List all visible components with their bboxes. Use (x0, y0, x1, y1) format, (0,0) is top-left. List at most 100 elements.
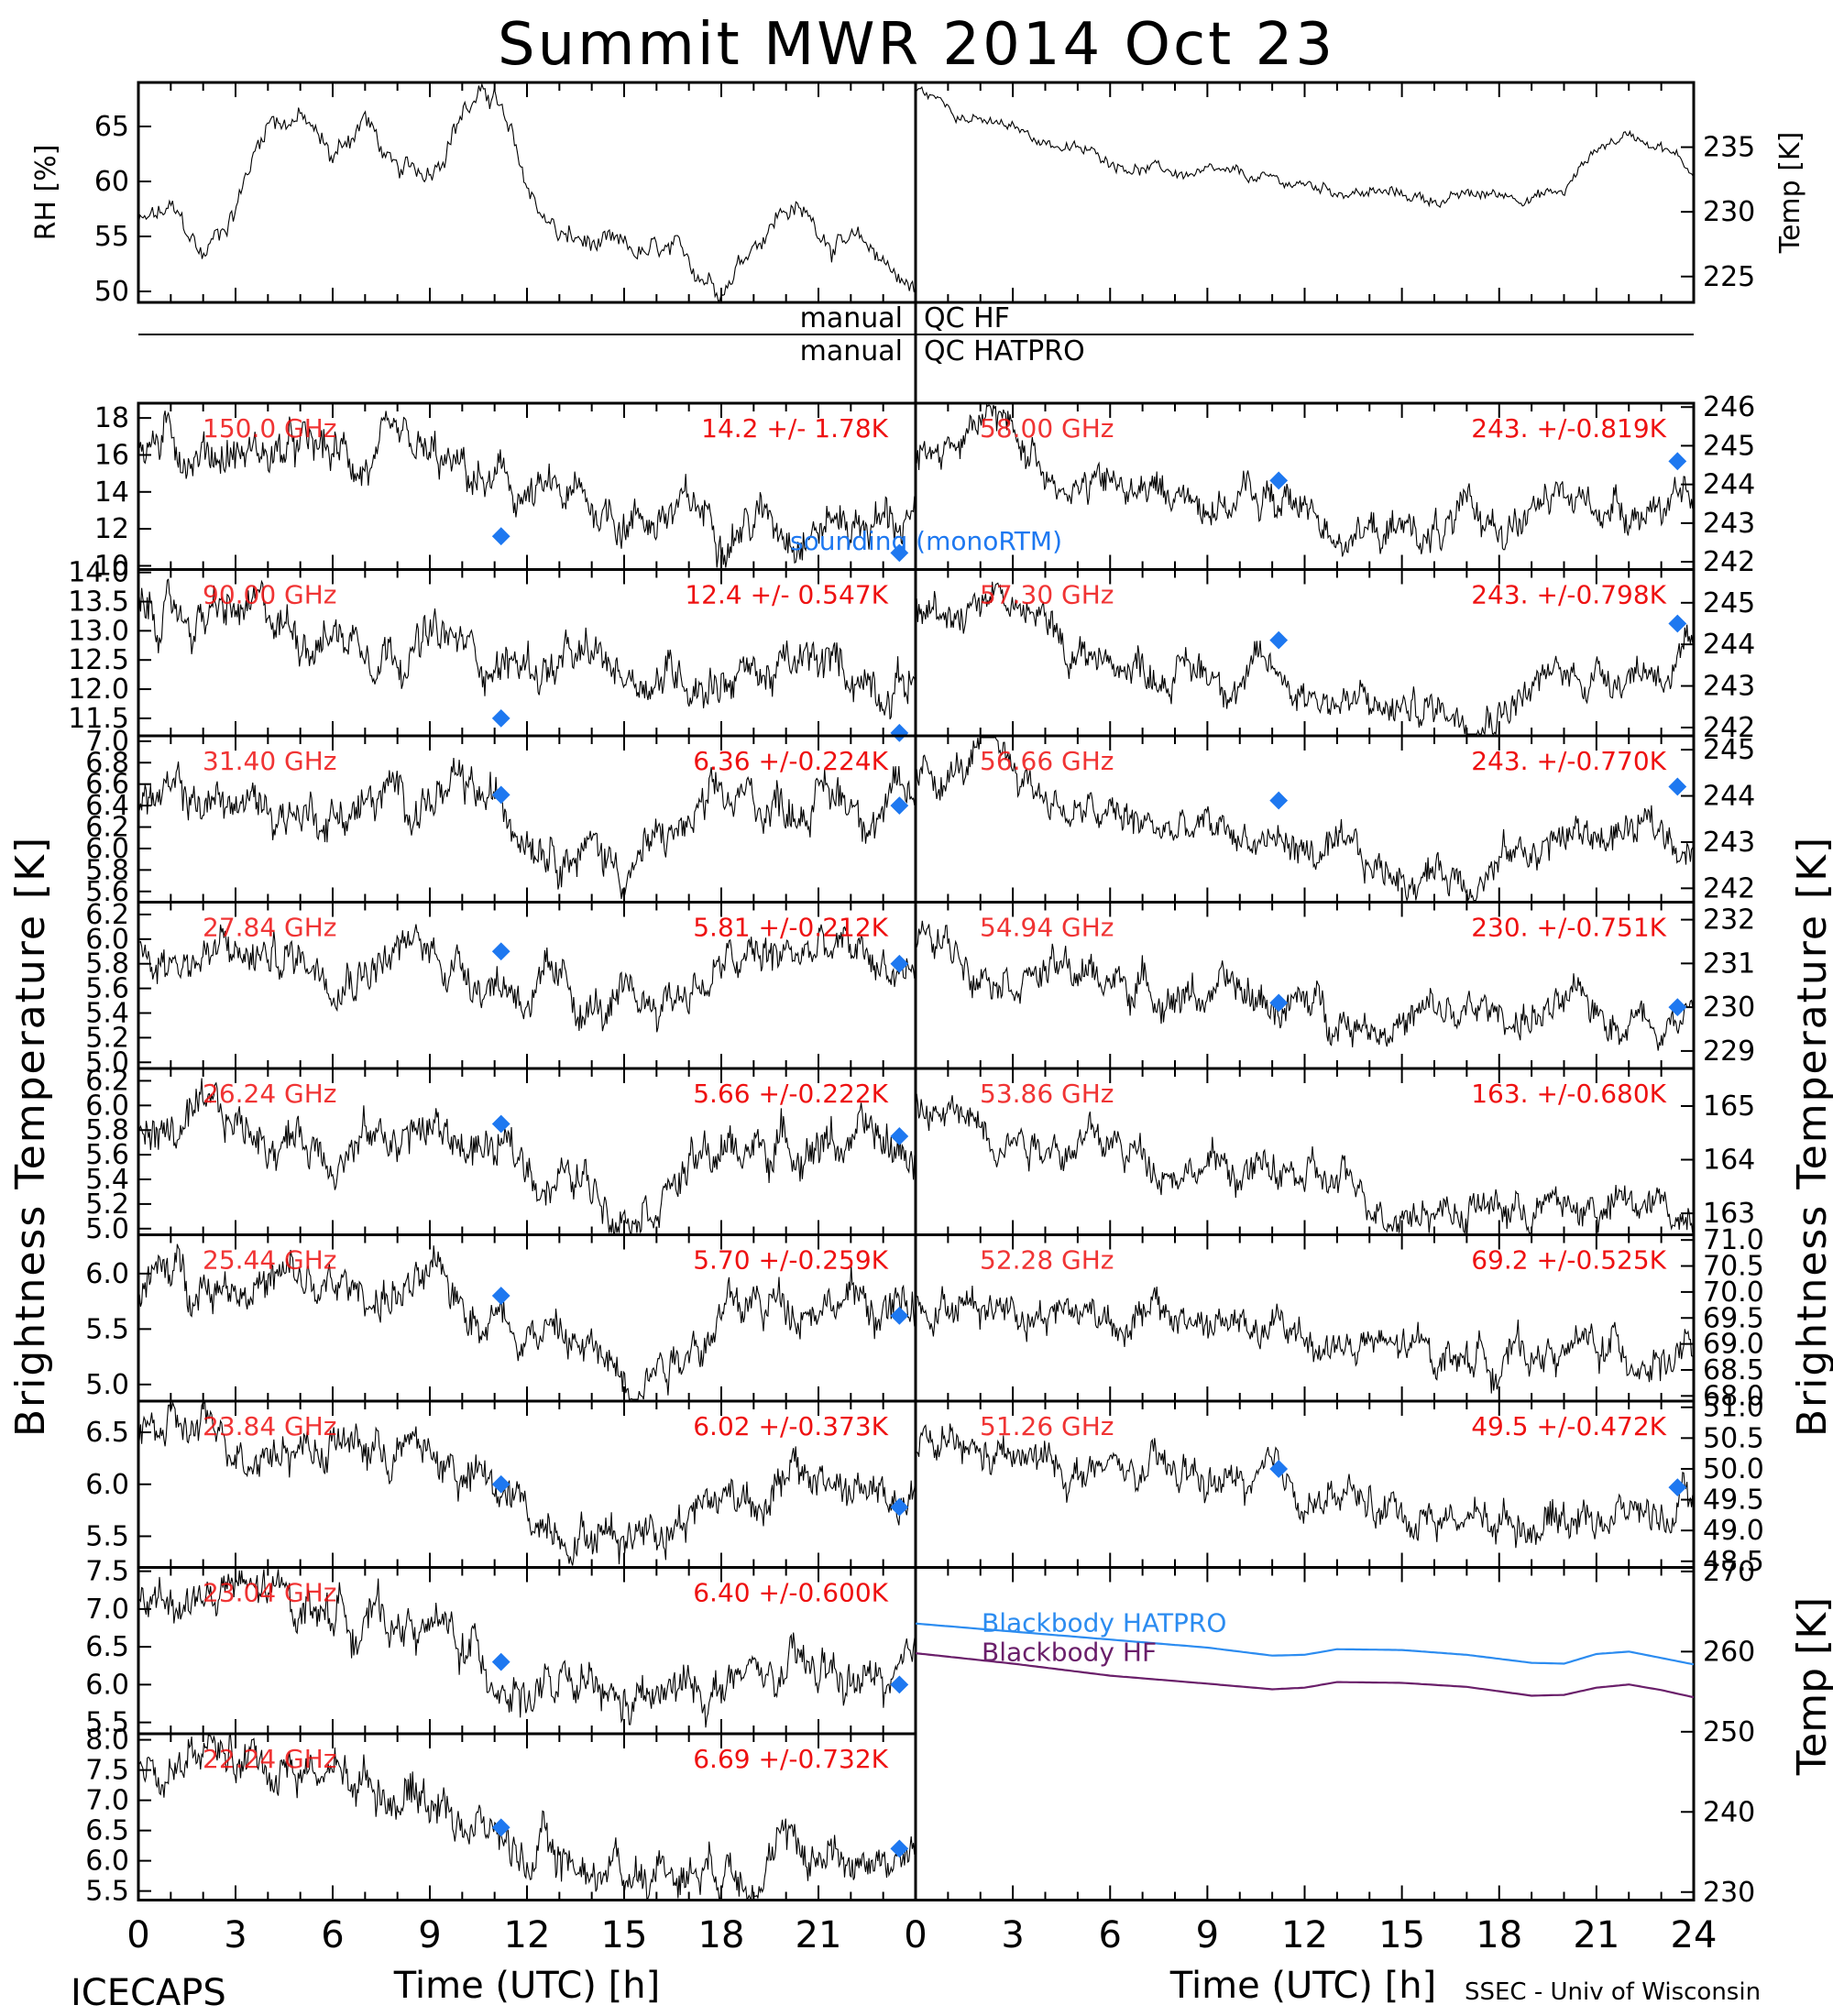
stats-label: 243. +/-0.770K (1471, 746, 1666, 776)
x-axis-label-right: Time (UTC) [h] (1169, 1965, 1436, 2007)
frequency-label: 27.84 GHz (203, 913, 337, 943)
y-tick-label: 6.4 (85, 790, 129, 822)
y-tick-label: 5.8 (85, 948, 129, 981)
y-tick-label: 6.2 (85, 1065, 129, 1097)
sounding-annotation: sounding (monoRTM) (790, 526, 1062, 556)
y-tick-label: 12 (94, 513, 129, 545)
y-tick-label: 6.8 (85, 747, 129, 779)
y-tick-label: 165 (1703, 1090, 1755, 1123)
y-tick-label: 6.5 (85, 1417, 129, 1449)
right-y-axis-label: Brightness Temperature [K] (1789, 836, 1833, 1437)
frequency-label: 23.84 GHz (203, 1411, 337, 1441)
footer-left: ICECAPS (71, 1972, 226, 2014)
panel-p2784: 5.05.25.45.65.86.06.2 27.84 GHz 5.81 +/-0.… (85, 899, 917, 1079)
x-tick-label-left: 0 (126, 1914, 149, 1956)
panel-p5386: 163 164 165 53.86 GHz 163. +/-0.680K (914, 1067, 1755, 1236)
sounding-marker (1269, 993, 1289, 1013)
sounding-marker (1668, 452, 1687, 471)
x-tick-label-left: 3 (224, 1914, 247, 1956)
panel-p90: 11.512.012.513.013.514.0 90.00 GHz 12.4 +/… (68, 557, 917, 742)
y-tick-label: 51.0 (1703, 1392, 1764, 1424)
y-tick-label: 8.0 (85, 1725, 129, 1757)
blackbody-temp-label: Temp [K] (1789, 1597, 1833, 1776)
y-tick-label: 70.5 (1703, 1251, 1764, 1283)
y-tick-label: 13.0 (68, 615, 129, 647)
trace-line (137, 82, 916, 301)
qc-strip: manual QC HF manual QC HATPRO (138, 302, 1694, 367)
y-tick-label: 5.4 (85, 1164, 129, 1196)
panel-p2384: 5.5 6.0 6.5 23.84 GHz 6.02 +/-0.373K (85, 1399, 917, 1569)
sounding-marker (890, 1675, 909, 1694)
sounding-marker (1269, 471, 1289, 490)
x-tick-label-left: 9 (418, 1914, 441, 1956)
y-tick-label: 270 (1703, 1556, 1755, 1588)
x-tick-label-right: 0 (904, 1914, 927, 1956)
stats-label: 230. +/-0.751K (1471, 913, 1666, 943)
trace-line (137, 1569, 916, 1728)
y-tick-label: 5.0 (85, 1046, 129, 1079)
y-tick-label: 243 (1703, 827, 1755, 859)
trace-line (915, 403, 1695, 557)
frequency-label: 51.26 GHz (980, 1411, 1114, 1441)
x-tick-label-right: 3 (1001, 1914, 1024, 1956)
trace-line (137, 1400, 916, 1566)
y-tick-label: 242 (1703, 712, 1755, 744)
chart-title: Summit MWR 2014 Oct 23 (498, 11, 1335, 79)
sounding-marker (1269, 630, 1289, 650)
y-tick-label: 164 (1703, 1145, 1755, 1177)
y-tick-label: 5.2 (85, 1189, 129, 1221)
y-tick-label: 5.6 (85, 1139, 129, 1171)
frequency-label: 26.24 GHz (203, 1079, 337, 1109)
sounding-marker (491, 1474, 510, 1494)
sounding-marker (890, 796, 909, 816)
trace-line (137, 1735, 916, 1901)
y-tick-label: 250 (1703, 1716, 1755, 1748)
trace-line (915, 1285, 1695, 1394)
series-line (915, 1652, 1695, 1699)
y-tick-label: 7.5 (85, 1556, 129, 1588)
y-tick-label: 5.0 (85, 1213, 129, 1245)
x-tick-label-left: 6 (321, 1914, 344, 1956)
frequency-label: 22.24 GHz (203, 1744, 337, 1774)
frequency-label: 31.40 GHz (203, 746, 337, 776)
frequency-label: 25.44 GHz (203, 1245, 337, 1276)
stats-label: 6.69 +/-0.732K (693, 1744, 888, 1774)
x-tick-label-right: 24 (1671, 1914, 1718, 1956)
y-tick-label: 68.0 (1703, 1380, 1764, 1412)
x-axis-label-left: Time (UTC) [h] (393, 1965, 660, 2007)
y-tick-label: 16 (94, 439, 129, 471)
stats-label: 69.2 +/-0.525K (1471, 1245, 1666, 1276)
panel-p5424: 229 230 231 232 54.94 GHz 230. +/-0.751K (914, 901, 1755, 1070)
sounding-marker (890, 1497, 909, 1517)
y-tick-label: 10 (94, 550, 129, 582)
y-tick-label: 229 (1703, 1035, 1755, 1068)
trace-line (137, 924, 916, 1033)
y-tick-label: 11.5 (68, 703, 129, 735)
y-tick-label: 242 (1703, 546, 1755, 578)
temp-top-trace-group: 225 230 235 (915, 82, 1755, 302)
qc-row2-right: QC HATPRO (924, 335, 1085, 367)
sounding-marker (491, 527, 510, 546)
y-tick-label: 7.0 (85, 726, 129, 758)
trace-line (137, 1078, 916, 1234)
panel-p5666: 242 243 244 245 56.66 GHz 243. +/-0.770K (914, 734, 1755, 904)
panel-p2224: 5.56.06.57.07.58.0 22.24 GHz 6.69 +/-0.732… (85, 1725, 917, 1908)
y-tick-label: 243 (1703, 508, 1755, 540)
sounding-marker (491, 1114, 510, 1134)
x-tick-label-right: 15 (1378, 1914, 1425, 1956)
temp-top-panel: Temp [K] (914, 81, 1806, 304)
trace-line (915, 737, 1695, 903)
stats-label: 12.4 +/- 0.547K (685, 580, 888, 610)
y-tick-label: 6.0 (85, 833, 129, 865)
y-tick-label: 6.0 (85, 1669, 129, 1701)
sounding-marker (491, 1652, 510, 1671)
frequency-label: 90.00 GHz (203, 580, 337, 610)
y-tick-label: 6.0 (85, 1090, 129, 1122)
x-tick-label-right: 9 (1196, 1914, 1219, 1956)
sounding-marker (1668, 1478, 1687, 1497)
y-tick-label: 5.4 (85, 998, 129, 1030)
panel-p5730: 242 243 244 245 57.30 GHz 243. +/-0.798K (914, 568, 1755, 744)
